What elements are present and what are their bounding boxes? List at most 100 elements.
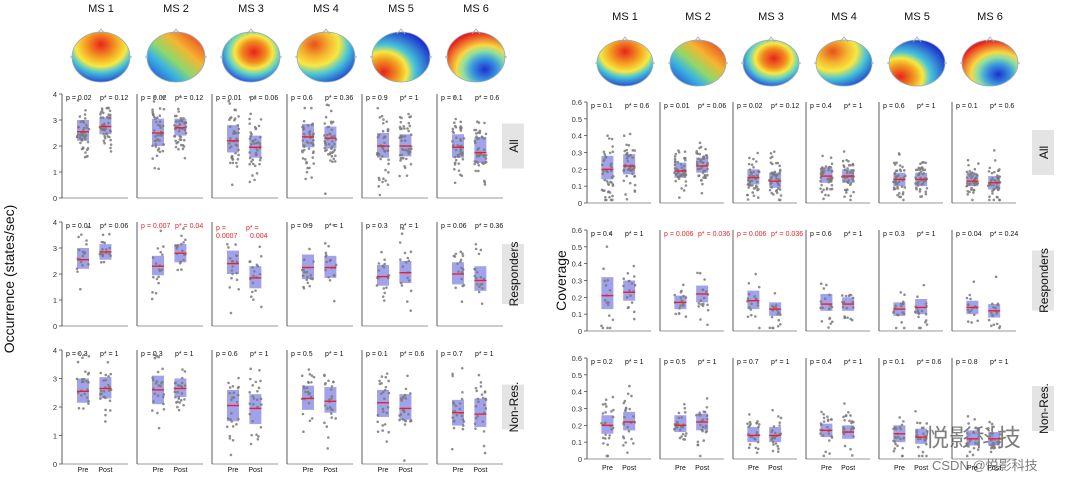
data-point-post	[260, 403, 263, 406]
data-point-pre	[611, 415, 615, 419]
stat-padj: p* = 0.12	[771, 103, 799, 110]
data-point-pre	[151, 113, 155, 117]
y-tick-label: 0	[578, 455, 582, 464]
data-point-post	[772, 171, 776, 175]
data-point-post	[924, 161, 927, 165]
data-point-pre	[452, 419, 456, 423]
data-point-pre	[85, 123, 88, 127]
data-point-post	[699, 423, 702, 427]
data-point-post	[260, 305, 263, 309]
data-point-post	[622, 179, 626, 183]
data-point-pre	[830, 305, 834, 309]
data-point-pre	[82, 377, 86, 381]
data-point-pre	[452, 426, 456, 430]
data-point-post	[705, 414, 709, 418]
data-point-pre	[746, 193, 749, 197]
data-point-pre	[300, 374, 304, 378]
data-point-post	[851, 164, 855, 167]
data-point-pre	[681, 432, 685, 436]
data-point-pre	[456, 144, 460, 147]
stat-p: p = 0.02	[66, 95, 92, 102]
data-point-pre	[383, 262, 386, 266]
y-tick-label: 0.2	[572, 421, 582, 430]
data-point-post	[100, 128, 104, 131]
data-point-post	[324, 115, 328, 119]
stat-padj: p* = 1	[250, 351, 269, 358]
data-point-post	[771, 304, 774, 308]
data-point-pre	[234, 151, 237, 155]
data-point-post	[771, 440, 775, 444]
data-point-pre	[820, 410, 823, 414]
data-point-post	[915, 186, 918, 190]
data-point-post	[104, 420, 107, 423]
stat-padj: p* = 1	[844, 231, 863, 238]
data-point-post	[992, 323, 996, 327]
data-point-pre	[162, 143, 166, 146]
data-point-pre	[611, 183, 615, 186]
data-point-pre	[679, 425, 683, 429]
stat-padj: p* = 1	[625, 359, 644, 366]
stat-p: p = 0.06	[441, 223, 467, 230]
row-label: Responders	[507, 242, 521, 307]
panel-responders-ms5: p = 0.3 p* = 1	[878, 230, 943, 332]
data-point-post	[181, 249, 184, 253]
data-point-post	[400, 232, 404, 236]
data-point-post	[771, 326, 775, 330]
data-point-pre	[894, 304, 897, 307]
data-point-pre	[674, 312, 678, 316]
data-point-pre	[302, 430, 305, 434]
data-point-pre	[753, 295, 756, 298]
y-tick-label: 0	[578, 199, 582, 208]
data-point-pre	[681, 283, 685, 287]
data-point-post	[699, 299, 703, 302]
topomap-2	[145, 28, 207, 83]
data-point-post	[249, 442, 253, 446]
data-point-post	[180, 392, 184, 395]
data-point-pre	[894, 442, 897, 446]
data-point-pre	[607, 190, 611, 193]
data-point-post	[842, 428, 845, 431]
data-point-pre	[82, 126, 86, 130]
data-point-post	[695, 151, 698, 155]
data-point-pre	[819, 432, 822, 435]
data-point-pre	[459, 152, 462, 156]
data-point-post	[777, 447, 780, 450]
data-point-pre	[385, 411, 389, 415]
data-point-post	[703, 410, 707, 414]
data-point-post	[701, 288, 705, 292]
data-point-post	[846, 167, 849, 170]
data-point-pre	[755, 432, 759, 436]
data-point-post	[405, 174, 409, 177]
data-point-pre	[232, 132, 235, 135]
data-point-post	[918, 421, 922, 425]
data-point-pre	[748, 443, 752, 446]
data-point-pre	[974, 442, 977, 445]
data-point-pre	[457, 162, 461, 165]
data-point-post	[917, 312, 921, 315]
data-point-pre	[230, 398, 233, 402]
data-point-post	[996, 302, 1000, 306]
stat-padj: p* = 0.06	[698, 103, 726, 110]
data-point-pre	[600, 188, 604, 192]
data-point-post	[179, 117, 183, 120]
data-point-post	[706, 173, 709, 177]
data-point-post	[705, 429, 709, 433]
data-point-post	[252, 274, 255, 278]
data-point-post	[622, 423, 626, 426]
data-point-pre	[973, 172, 976, 176]
stat-p: p = 0.6	[291, 95, 313, 102]
data-point-pre	[154, 135, 157, 138]
data-point-pre	[383, 141, 386, 145]
stat-p: p = 0.3	[366, 223, 388, 230]
data-point-pre	[604, 155, 608, 159]
data-point-pre	[976, 448, 980, 451]
data-point-post	[404, 397, 407, 400]
data-point-post	[633, 183, 637, 187]
data-point-post	[328, 398, 331, 401]
data-point-post	[843, 195, 846, 198]
x-label-pre: Pre	[894, 465, 905, 472]
data-point-pre	[456, 262, 459, 265]
data-point-pre	[228, 146, 232, 150]
data-point-pre	[81, 250, 85, 254]
